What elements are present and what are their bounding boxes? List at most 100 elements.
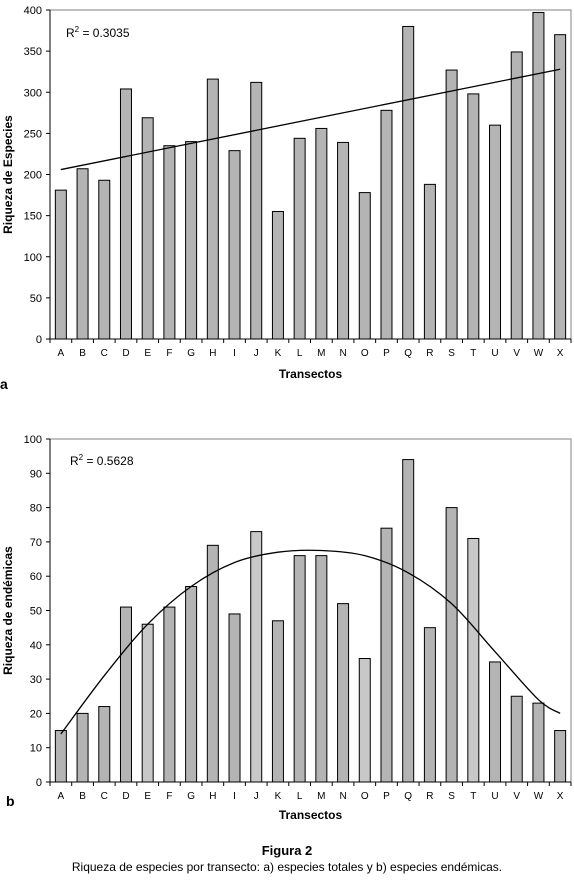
r-squared-sup: 2 [75,25,80,34]
bar-R [423,183,436,340]
trendline [60,549,561,735]
figure-caption-text: Riqueza de especies por transecto: a) es… [71,860,503,874]
x-tick-label: R [426,791,433,802]
bar-J [250,531,263,783]
x-tick-label: U [491,348,498,359]
bar-S [445,69,458,340]
bar-F [163,606,176,783]
y-tick-label: 0 [36,334,42,346]
bar-E [141,623,154,783]
chart-b: 0 10 20 30 40 50 60 70 80 90 100 A B C D E F G H I J K L M N O P Q R… [1,434,572,822]
bar-B [76,712,89,783]
y-tick-label: 250 [24,128,42,140]
bar-R [423,627,436,783]
chart-a: 0 50 100 150 200 250 300 350 400 A B C D E F G H I J K L M N O P… [1,5,572,381]
x-tick-label: C [101,791,108,802]
bar-C [98,706,111,783]
bar-A [54,189,67,340]
x-tick-label: H [209,348,216,359]
x-tick-label: D [122,348,129,359]
x-tick-label: W [534,348,544,359]
x-tick-label: H [209,791,216,802]
bar-N [337,141,350,340]
bar-U [489,124,502,340]
y-tick-label: 10 [30,743,42,755]
r-squared-value: = 0.3035 [79,26,130,40]
panel-label-a: a [0,376,8,392]
x-tick-label: X [557,348,564,359]
bar-P [380,527,393,783]
y-tick-label: 100 [24,252,42,264]
y-tick-label: 70 [30,537,42,549]
y-tick-label: 50 [30,293,42,305]
x-tick-label: O [361,791,369,802]
bar-B [76,168,89,340]
y-tick-label: 40 [30,640,42,652]
bar-G [185,585,198,783]
x-tick-label: M [317,348,325,359]
bar-D [119,88,132,340]
bar-D [119,606,132,783]
y-tick-label: 30 [30,674,42,686]
r-squared-value: = 0.5628 [83,454,134,468]
bar-U [489,661,502,783]
bar-Q [402,459,415,783]
x-tick-label: A [58,348,65,359]
bar-G [185,141,198,340]
x-tick-label: D [122,791,129,802]
y-axis-title: Riqueza de endémicas [1,546,15,675]
x-tick-label: A [58,791,65,802]
bar-L [293,555,306,783]
x-tick-label: Q [404,348,412,359]
bar-J [250,81,263,340]
y-tick-label: 80 [30,503,42,515]
y-tick-label: 0 [36,777,42,789]
x-tick-label: C [101,348,108,359]
x-tick-label: M [317,791,325,802]
x-tick-label: G [187,348,195,359]
y-tick-label: 350 [24,46,42,58]
bar-K [271,620,284,783]
y-tick-label: 150 [24,211,42,223]
bar-A [54,730,67,783]
x-tick-label: W [534,791,544,802]
x-tick-label: T [470,348,476,359]
bar-W [532,11,545,340]
bar-V [510,695,523,783]
bar-L [293,137,306,340]
panel-label-b: b [6,793,15,809]
y-axis-title: Riqueza de Especies [1,115,15,234]
y-tick-label: 200 [24,170,42,182]
y-tick-label: 90 [30,468,42,480]
x-tick-label: Q [404,791,412,802]
x-axis-title: Transectos [279,808,343,822]
x-tick-label: B [79,791,86,802]
x-tick-label: N [339,348,346,359]
x-tick-label: O [361,348,369,359]
trendline [60,68,561,171]
x-tick-label: U [491,791,498,802]
y-tick-label: 50 [30,606,42,618]
x-tick-label: F [166,348,172,359]
bar-S [445,507,458,783]
r-squared-label: R2 = 0.3035 [66,25,130,40]
bar-Q [402,25,415,340]
r-squared-prefix: R [66,26,75,40]
y-tick-label: 100 [24,434,42,446]
bar-X [554,730,567,783]
y-tick-label: 20 [30,708,42,720]
bar-P [380,109,393,340]
bar-H [206,544,219,783]
bar-I [228,150,241,340]
x-tick-label: T [470,791,476,802]
x-axis-title: Transectos [279,367,343,381]
bar-X [554,34,567,340]
x-tick-label: F [166,791,172,802]
x-tick-label: S [448,348,455,359]
bar-I [228,613,241,783]
r-squared-prefix: R [70,454,79,468]
bar-T [467,93,480,340]
bar-O [358,192,371,340]
x-tick-label: J [254,348,259,359]
